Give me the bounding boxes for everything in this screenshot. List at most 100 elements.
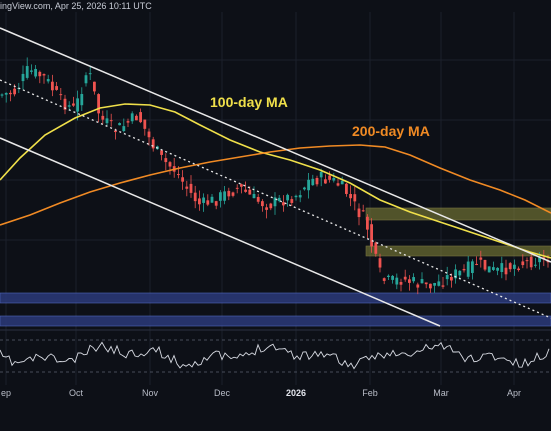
candle-body — [328, 175, 331, 180]
chart-header: ingView.com, Apr 25, 2026 10:11 UTC — [0, 1, 152, 11]
candle-body — [55, 86, 58, 90]
candle-body — [294, 195, 298, 198]
candle-body — [122, 126, 126, 132]
candle-body — [214, 201, 218, 206]
x-tick-label: Mar — [433, 388, 449, 398]
candle-body — [189, 183, 193, 193]
candle-body — [437, 281, 441, 286]
candle-body — [88, 73, 92, 75]
ma100-line — [0, 103, 551, 259]
candle-body — [492, 267, 495, 270]
candle-body — [487, 266, 491, 273]
candle-body — [479, 257, 483, 260]
candle-body — [244, 189, 247, 192]
candle-body — [454, 269, 457, 279]
candle-body — [546, 260, 550, 263]
support-zone-lower — [0, 315, 551, 327]
candle-body — [500, 263, 504, 272]
candle-body — [345, 183, 348, 194]
candle-body — [164, 158, 168, 163]
candle-body — [160, 150, 163, 155]
candle-body — [97, 94, 100, 114]
candle-body — [361, 210, 365, 212]
rsi-panel — [0, 339, 551, 373]
candle-body — [252, 193, 256, 199]
candle-body — [34, 68, 37, 77]
candlesticks — [0, 57, 550, 295]
resistance-zone-lower — [365, 245, 551, 257]
candle-body — [286, 194, 289, 201]
x-tick-label: Nov — [141, 388, 159, 398]
candle-body — [198, 198, 201, 205]
x-tick-label: Oct — [68, 388, 84, 398]
candle-body — [256, 196, 260, 202]
candle-body — [445, 275, 449, 280]
candle-body — [63, 98, 67, 110]
candle-body — [13, 88, 16, 95]
support-zone-upper — [0, 292, 551, 304]
candle-body — [248, 189, 252, 195]
candle-body — [378, 258, 382, 268]
candle-body — [151, 139, 155, 149]
x-tick-label: Apr — [506, 388, 522, 398]
candle-body — [483, 259, 487, 270]
candle-body — [210, 196, 214, 203]
candle-body — [93, 81, 96, 92]
candle-body — [319, 171, 323, 178]
candle-body — [538, 257, 541, 263]
ma200-line — [0, 144, 551, 226]
candle-body — [424, 282, 428, 285]
candle-body — [403, 276, 407, 280]
x-tick-label: 2026 — [285, 388, 307, 398]
candle-body — [412, 277, 415, 282]
price-zones — [0, 207, 551, 327]
x-tick-label: ep — [0, 388, 12, 398]
candle-body — [105, 118, 109, 124]
candle-body — [130, 113, 134, 122]
rsi-line — [0, 341, 550, 370]
candle-body — [42, 74, 46, 76]
candle-body — [4, 92, 8, 95]
candle-body — [395, 277, 399, 285]
candle-body — [504, 267, 508, 275]
candle-body — [349, 193, 352, 199]
candle-body — [462, 268, 466, 271]
candle-body — [185, 186, 189, 189]
channel-upper-line — [0, 27, 551, 263]
candle-body — [307, 179, 310, 191]
candle-body — [420, 279, 424, 284]
candle-body — [231, 192, 235, 196]
dotted-trendline — [0, 79, 551, 319]
candle-body — [147, 131, 151, 138]
trendlines — [0, 27, 551, 327]
candle-body — [315, 177, 319, 185]
candle-body — [139, 112, 142, 123]
candle-body — [0, 94, 4, 96]
candle-body — [441, 285, 445, 287]
candle-body — [72, 103, 75, 106]
candle-body — [143, 119, 147, 129]
candle-body — [80, 94, 84, 106]
moving-averages — [0, 103, 551, 259]
candle-body — [227, 190, 231, 197]
candle-body — [101, 115, 105, 120]
candle-body — [9, 92, 12, 95]
candle-body — [59, 94, 63, 96]
candle-body — [21, 73, 25, 82]
candle-body — [529, 256, 533, 268]
candle-body — [126, 121, 130, 123]
candle-body — [353, 194, 357, 202]
candle-body — [206, 200, 210, 205]
candle-body — [387, 275, 390, 277]
ma200-label: 200-day MA — [352, 123, 430, 139]
candle-body — [382, 278, 386, 281]
x-tick-label: Dec — [213, 388, 231, 398]
candle-body — [76, 98, 79, 112]
candle-body — [416, 284, 420, 288]
candle-body — [30, 70, 33, 72]
candle-body — [466, 261, 470, 277]
candle-body — [118, 123, 121, 126]
candle-body — [399, 282, 403, 285]
candle-body — [324, 179, 327, 184]
